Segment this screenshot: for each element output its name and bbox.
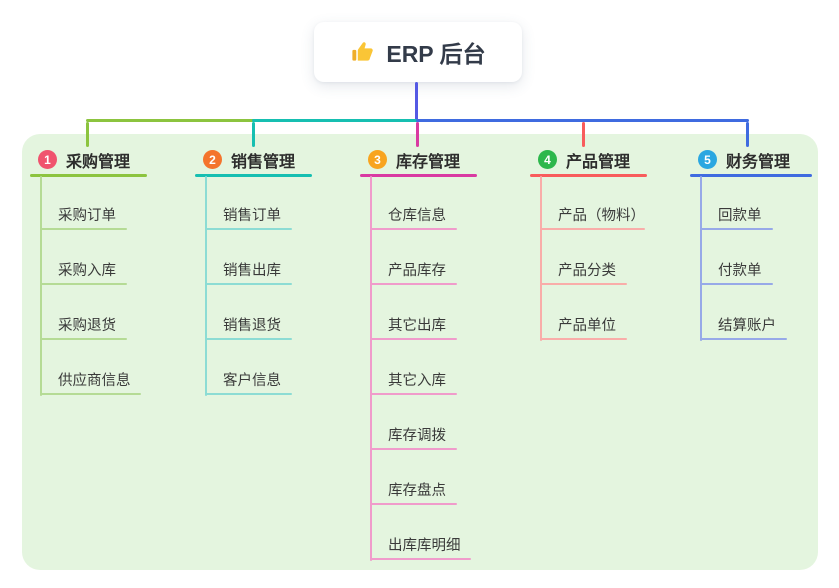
child-node[interactable]: 供应商信息	[58, 373, 131, 389]
child-node[interactable]: 采购入库	[58, 263, 116, 279]
branch-node[interactable]: 5 财务管理	[698, 149, 791, 171]
mindmap-background-panel	[22, 134, 818, 570]
branch-number-badge: 1	[38, 150, 57, 169]
child-node[interactable]: 付款单	[718, 263, 762, 279]
child-underline	[205, 393, 292, 395]
branch-underline	[360, 174, 477, 177]
bus-segment-finance	[416, 119, 749, 122]
branch-node[interactable]: 4 产品管理	[538, 149, 631, 171]
branch-node[interactable]: 2 销售管理	[203, 149, 296, 171]
child-underline	[205, 338, 292, 340]
root-connector-line	[415, 82, 418, 122]
branch-label: 采购管理	[66, 153, 131, 171]
child-underline	[40, 283, 127, 285]
child-node[interactable]: 仓库信息	[388, 208, 446, 224]
branch-underline	[690, 174, 812, 177]
child-underline	[205, 228, 292, 230]
child-node[interactable]: 其它出库	[388, 318, 446, 334]
branch-number-badge: 4	[538, 150, 557, 169]
child-underline	[540, 338, 627, 340]
child-connector-line	[370, 176, 372, 561]
child-node[interactable]: 销售出库	[223, 263, 281, 279]
branch-label: 财务管理	[726, 153, 791, 171]
child-connector-line	[540, 176, 542, 341]
child-node[interactable]: 结算账户	[718, 318, 776, 334]
child-node[interactable]: 产品（物料）	[558, 208, 645, 224]
child-node[interactable]: 客户信息	[223, 373, 281, 389]
bus-segment-purchase	[86, 119, 255, 122]
child-node[interactable]: 采购退货	[58, 318, 116, 334]
branch-node[interactable]: 3 库存管理	[368, 149, 461, 171]
child-connector-line	[40, 176, 42, 396]
child-connector-line	[205, 176, 207, 396]
branch-number-badge: 2	[203, 150, 222, 169]
child-underline	[700, 283, 773, 285]
child-node[interactable]: 产品单位	[558, 318, 616, 334]
branch-node[interactable]: 1 采购管理	[38, 149, 131, 171]
child-underline	[370, 448, 457, 450]
root-node[interactable]: ERP 后台	[314, 22, 522, 82]
child-underline	[700, 338, 787, 340]
root-title: ERP 后台	[386, 41, 486, 67]
child-underline	[370, 283, 457, 285]
child-node[interactable]: 库存盘点	[388, 483, 446, 499]
child-underline	[40, 393, 141, 395]
child-underline	[370, 558, 471, 560]
branch-stub-line	[746, 122, 749, 147]
child-underline	[700, 228, 773, 230]
branch-number-badge: 3	[368, 150, 387, 169]
branch-underline	[530, 174, 647, 177]
branch-label: 库存管理	[396, 153, 461, 171]
child-underline	[540, 283, 627, 285]
branch-stub-line	[86, 122, 89, 147]
child-underline	[370, 338, 457, 340]
child-node[interactable]: 产品分类	[558, 263, 616, 279]
branch-underline	[195, 174, 312, 177]
branch-number-badge: 5	[698, 150, 717, 169]
child-underline	[370, 228, 457, 230]
branch-label: 销售管理	[231, 153, 296, 171]
child-node[interactable]: 回款单	[718, 208, 762, 224]
branch-stub-line	[252, 122, 255, 147]
child-node[interactable]: 出库库明细	[388, 538, 461, 554]
child-node[interactable]: 销售退货	[223, 318, 281, 334]
child-node[interactable]: 采购订单	[58, 208, 116, 224]
child-node[interactable]: 其它入库	[388, 373, 446, 389]
child-node[interactable]: 销售订单	[223, 208, 281, 224]
child-node[interactable]: 库存调拨	[388, 428, 446, 444]
child-underline	[40, 338, 127, 340]
bus-segment-sales	[252, 119, 419, 122]
branch-label: 产品管理	[566, 153, 631, 171]
child-underline	[40, 228, 127, 230]
thumbs-up-icon	[350, 39, 376, 65]
branch-stub-line	[416, 122, 419, 147]
child-node[interactable]: 产品库存	[388, 263, 446, 279]
child-underline	[205, 283, 292, 285]
branch-stub-line	[582, 122, 585, 147]
child-underline	[370, 503, 457, 505]
child-underline	[540, 228, 645, 230]
child-underline	[370, 393, 457, 395]
child-connector-line	[700, 176, 702, 341]
branch-underline	[30, 174, 147, 177]
